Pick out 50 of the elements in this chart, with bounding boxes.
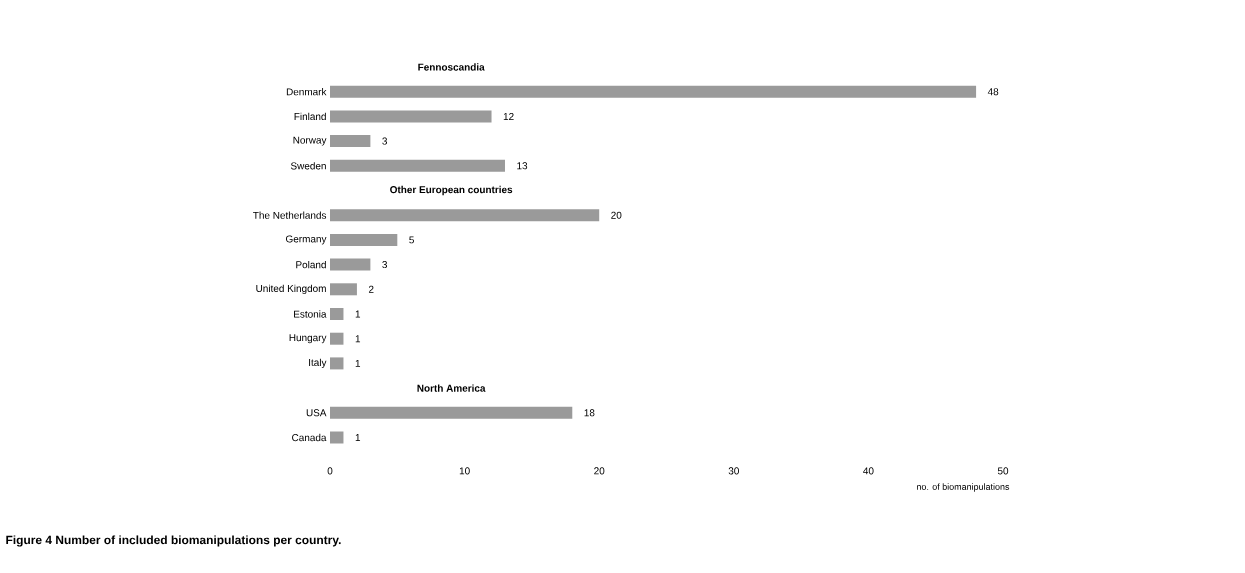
- bar: [330, 308, 344, 320]
- bar: [330, 110, 492, 123]
- x-tick-label: 30: [728, 467, 739, 475]
- bar: [330, 159, 505, 172]
- bar: [330, 209, 600, 222]
- y-tick-label: Other European countries: [390, 185, 513, 196]
- y-tick-label: Fennoscandia: [418, 63, 485, 71]
- y-tick-label: Estonia: [294, 310, 327, 318]
- y-tick-label: North America: [417, 384, 486, 392]
- data-label: 3: [382, 137, 388, 145]
- y-tick-label: Finland: [294, 112, 326, 121]
- data-label: 2: [368, 285, 374, 293]
- bar: [330, 406, 573, 419]
- x-tick-label: 40: [863, 467, 874, 475]
- data-label: 48: [987, 88, 999, 96]
- x-tick-label: 10: [459, 467, 470, 475]
- x-tick-label: 0: [327, 467, 333, 475]
- bar: [330, 431, 344, 444]
- y-tick-label: Canada: [292, 433, 327, 442]
- data-label: 5: [409, 236, 414, 244]
- bar: [330, 357, 344, 370]
- data-label: 1: [355, 310, 361, 318]
- y-tick-label: Italy: [309, 358, 327, 369]
- y-tick-label: Sweden: [290, 162, 326, 170]
- caption: Figure 4 Number of included biomanipulations per country.: [6, 535, 341, 547]
- y-tick-label: USA: [306, 409, 327, 417]
- data-label: 1: [355, 434, 361, 441]
- data-label: 1: [355, 335, 361, 343]
- bar: [330, 85, 977, 98]
- bar: [330, 135, 371, 148]
- y-tick-label: Poland: [296, 260, 326, 269]
- x-axis-title: no. of biomanipulations: [917, 483, 1010, 492]
- bar: [330, 283, 357, 296]
- x-tick-label: 50: [997, 467, 1009, 475]
- data-label: 12: [503, 112, 514, 120]
- data-label: 18: [584, 409, 595, 417]
- y-tick-label: Norway: [293, 136, 327, 146]
- y-tick-label: Hungary: [289, 334, 327, 344]
- y-tick-label: The Netherlands: [253, 211, 327, 219]
- bar: [330, 233, 398, 246]
- y-tick-label: United Kingdom: [256, 284, 326, 294]
- data-label: 3: [382, 261, 388, 269]
- y-tick-label: Germany: [286, 235, 327, 245]
- data-label: 13: [517, 162, 528, 170]
- x-tick-label: 20: [594, 467, 605, 475]
- bar: [330, 332, 344, 345]
- bar: [330, 258, 371, 271]
- data-label: 20: [611, 211, 622, 219]
- y-tick-label: Denmark: [286, 88, 327, 96]
- data-label: 1: [355, 359, 361, 367]
